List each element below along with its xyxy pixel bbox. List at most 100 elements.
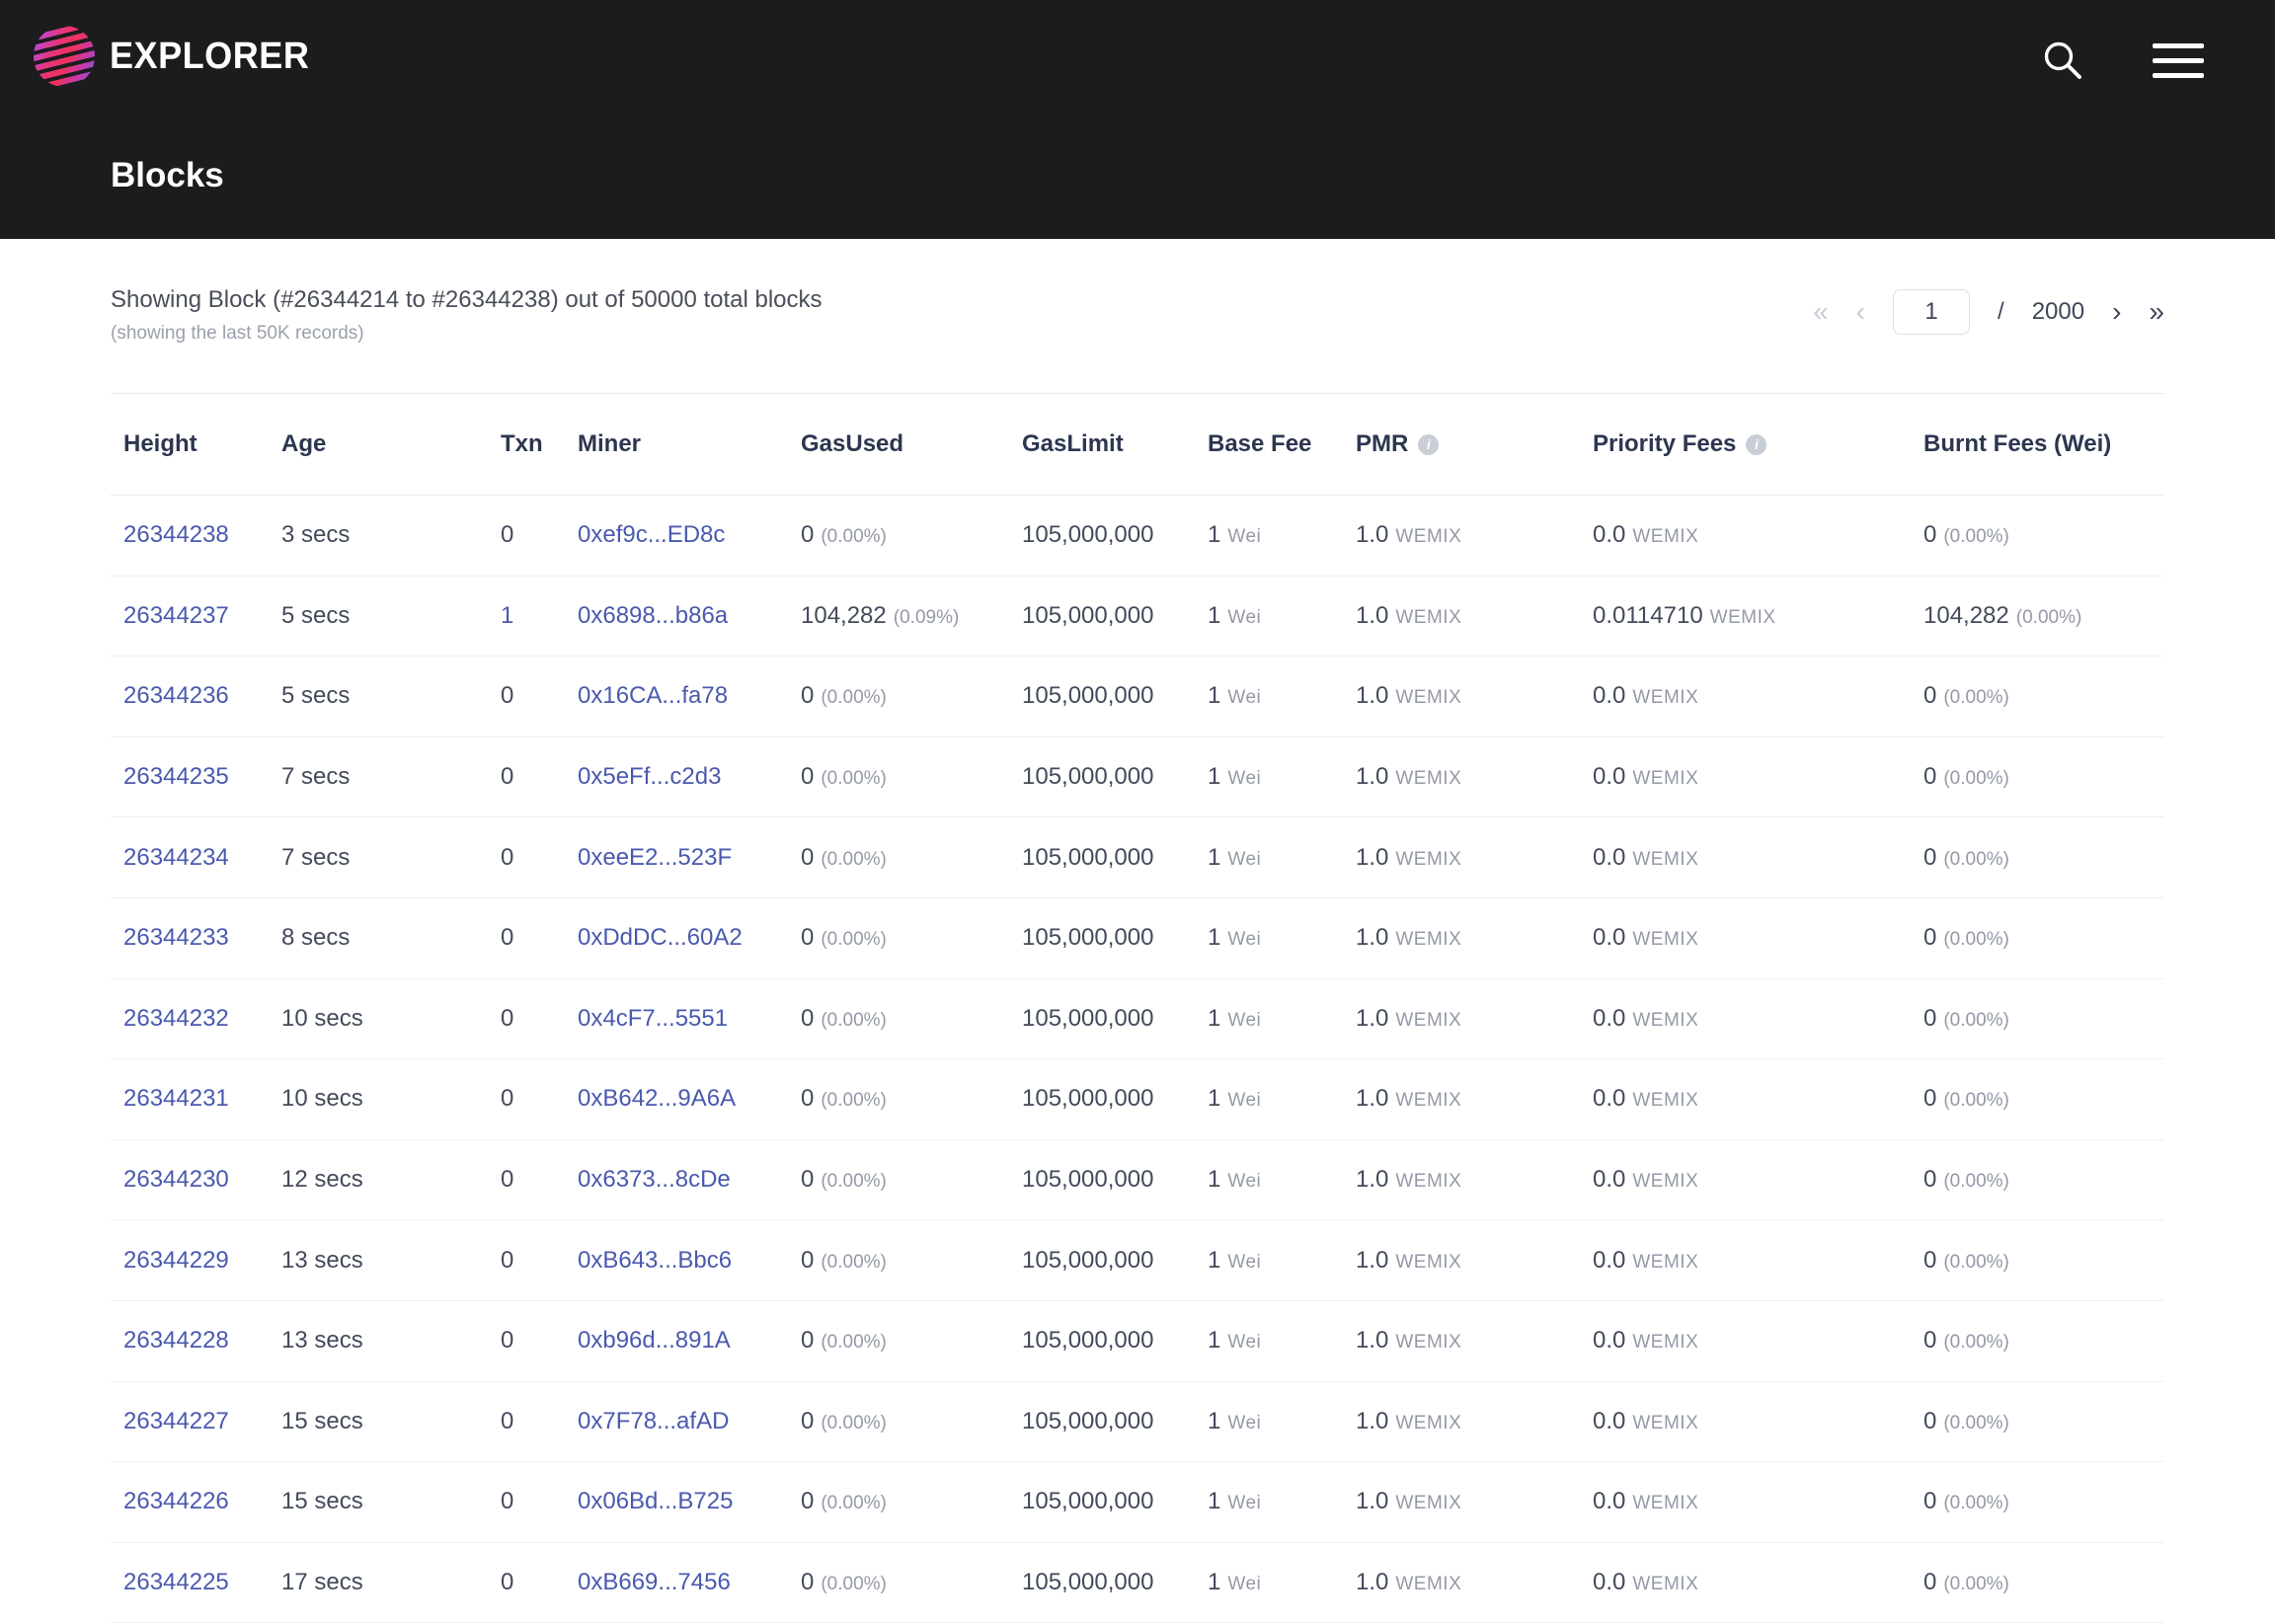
block-height-link[interactable]: 26344230 xyxy=(123,1166,229,1194)
gas-used-value: 0 xyxy=(801,1488,815,1515)
gas-limit-value: 105,000,000 xyxy=(1022,763,1154,791)
priority-fees-unit: WEMIX xyxy=(1632,687,1699,709)
table-row: 26344237 5 secs 1 0x6898...b86a 104,282 (… xyxy=(111,577,2164,657)
txn-count: 0 xyxy=(501,1166,514,1194)
block-height-link[interactable]: 26344231 xyxy=(123,1085,229,1113)
first-page-button[interactable]: « xyxy=(1813,296,1829,327)
info-icon[interactable]: i xyxy=(1418,433,1440,455)
gas-used-value: 0 xyxy=(801,1004,815,1032)
brand[interactable]: EXPLORER xyxy=(0,0,2275,87)
block-height-link[interactable]: 26344236 xyxy=(123,682,229,710)
block-height-link[interactable]: 26344225 xyxy=(123,1569,229,1596)
block-height-link[interactable]: 26344237 xyxy=(123,601,229,629)
block-age: 5 secs xyxy=(281,601,351,629)
gas-used-value: 0 xyxy=(801,1407,815,1434)
block-height-link[interactable]: 26344232 xyxy=(123,1004,229,1032)
search-icon[interactable] xyxy=(2040,38,2085,83)
pmr-unit: WEMIX xyxy=(1395,1251,1462,1273)
base-fee-unit: Wei xyxy=(1227,929,1262,951)
base-fee-unit: Wei xyxy=(1227,1493,1262,1514)
column-header: Base Fee xyxy=(1208,430,1356,458)
txn-count[interactable]: 1 xyxy=(501,601,514,629)
pmr-unit: WEMIX xyxy=(1395,606,1462,628)
table-row: 26344235 7 secs 0 0x5eFf...c2d3 0 (0.00%)… xyxy=(111,737,2164,818)
gas-used-percent: (0.00%) xyxy=(821,1090,887,1112)
gas-limit-value: 105,000,000 xyxy=(1022,1085,1154,1113)
info-icon[interactable]: i xyxy=(1746,433,1767,455)
miner-address-link[interactable]: 0xb96d...891A xyxy=(578,1327,731,1354)
column-header: GasUsed xyxy=(801,430,1022,458)
priority-fees-unit: WEMIX xyxy=(1632,526,1699,548)
miner-address-link[interactable]: 0xeeE2...523F xyxy=(578,843,733,871)
block-height-link[interactable]: 26344227 xyxy=(123,1407,229,1434)
block-age: 13 secs xyxy=(281,1327,363,1354)
burnt-fees-percent: (0.00%) xyxy=(1943,768,2009,790)
txn-count: 0 xyxy=(501,1327,514,1354)
txn-count: 0 xyxy=(501,924,514,952)
column-header-label: GasUsed xyxy=(801,430,904,457)
pmr-unit: WEMIX xyxy=(1395,526,1462,548)
base-fee-unit: Wei xyxy=(1227,1171,1262,1193)
priority-fees-unit: WEMIX xyxy=(1632,1332,1699,1353)
miner-address-link[interactable]: 0xB669...7456 xyxy=(578,1569,731,1596)
pmr-value: 1.0 xyxy=(1356,1246,1389,1274)
miner-address-link[interactable]: 0xDdDC...60A2 xyxy=(578,924,743,952)
gas-used-value: 0 xyxy=(801,682,815,710)
miner-address-link[interactable]: 0x4cF7...5551 xyxy=(578,1004,729,1032)
block-age: 3 secs xyxy=(281,521,351,549)
base-fee-unit: Wei xyxy=(1227,848,1262,870)
txn-count: 0 xyxy=(501,1569,514,1596)
pmr-value: 1.0 xyxy=(1356,601,1389,629)
miner-address-link[interactable]: 0x7F78...afAD xyxy=(578,1407,730,1434)
hamburger-menu-icon[interactable] xyxy=(2153,42,2204,78)
gas-used-value: 0 xyxy=(801,1246,815,1274)
column-header-label: Burnt Fees (Wei) xyxy=(1923,430,2112,457)
miner-address-link[interactable]: 0x06Bd...B725 xyxy=(578,1488,734,1515)
page-number-input[interactable] xyxy=(1893,289,1971,335)
block-height-link[interactable]: 26344226 xyxy=(123,1488,229,1515)
priority-fees-unit: WEMIX xyxy=(1632,848,1699,870)
gas-limit-value: 105,000,000 xyxy=(1022,601,1154,629)
gas-used-percent: (0.00%) xyxy=(821,1412,887,1433)
miner-address-link[interactable]: 0x5eFf...c2d3 xyxy=(578,763,722,791)
block-age: 13 secs xyxy=(281,1246,363,1274)
prev-page-button[interactable]: ‹ xyxy=(1855,296,1866,327)
app-header: EXPLORER Blocks xyxy=(0,0,2275,239)
block-height-link[interactable]: 26344238 xyxy=(123,521,229,549)
miner-address-link[interactable]: 0x6373...8cDe xyxy=(578,1166,731,1194)
page-title: Blocks xyxy=(111,156,224,194)
priority-fees-value: 0.0 xyxy=(1593,521,1626,549)
brand-name: EXPLORER xyxy=(110,35,310,77)
miner-address-link[interactable]: 0xef9c...ED8c xyxy=(578,521,726,549)
block-height-link[interactable]: 26344228 xyxy=(123,1327,229,1354)
gas-used-percent: (0.00%) xyxy=(821,1332,887,1353)
gas-used-value: 104,282 xyxy=(801,601,887,629)
gas-limit-value: 105,000,000 xyxy=(1022,1246,1154,1274)
burnt-fees-percent: (0.00%) xyxy=(1943,1171,2009,1193)
column-header-label: Height xyxy=(123,430,197,457)
next-page-button[interactable]: › xyxy=(2112,296,2122,327)
pmr-unit: WEMIX xyxy=(1395,1009,1462,1031)
priority-fees-value: 0.0 xyxy=(1593,682,1626,710)
pmr-value: 1.0 xyxy=(1356,1166,1389,1194)
block-height-link[interactable]: 26344234 xyxy=(123,843,229,871)
gas-limit-value: 105,000,000 xyxy=(1022,924,1154,952)
base-fee-value: 1 xyxy=(1208,682,1221,710)
burnt-fees-percent: (0.00%) xyxy=(1943,1090,2009,1112)
block-height-link[interactable]: 26344235 xyxy=(123,763,229,791)
miner-address-link[interactable]: 0x6898...b86a xyxy=(578,601,729,629)
block-age: 10 secs xyxy=(281,1085,363,1113)
last-page-button[interactable]: » xyxy=(2149,296,2164,327)
table-body: 26344238 3 secs 0 0xef9c...ED8c 0 (0.00%)… xyxy=(111,496,2164,1624)
base-fee-value: 1 xyxy=(1208,521,1221,549)
miner-address-link[interactable]: 0xB643...Bbc6 xyxy=(578,1246,733,1274)
gas-used-value: 0 xyxy=(801,1085,815,1113)
miner-address-link[interactable]: 0x16CA...fa78 xyxy=(578,682,729,710)
pmr-unit: WEMIX xyxy=(1395,848,1462,870)
block-height-link[interactable]: 26344233 xyxy=(123,924,229,952)
miner-address-link[interactable]: 0xB642...9A6A xyxy=(578,1085,737,1113)
pmr-unit: WEMIX xyxy=(1395,768,1462,790)
block-height-link[interactable]: 26344229 xyxy=(123,1246,229,1274)
gas-used-percent: (0.00%) xyxy=(821,526,887,548)
burnt-fees-percent: (0.00%) xyxy=(1943,1574,2009,1595)
